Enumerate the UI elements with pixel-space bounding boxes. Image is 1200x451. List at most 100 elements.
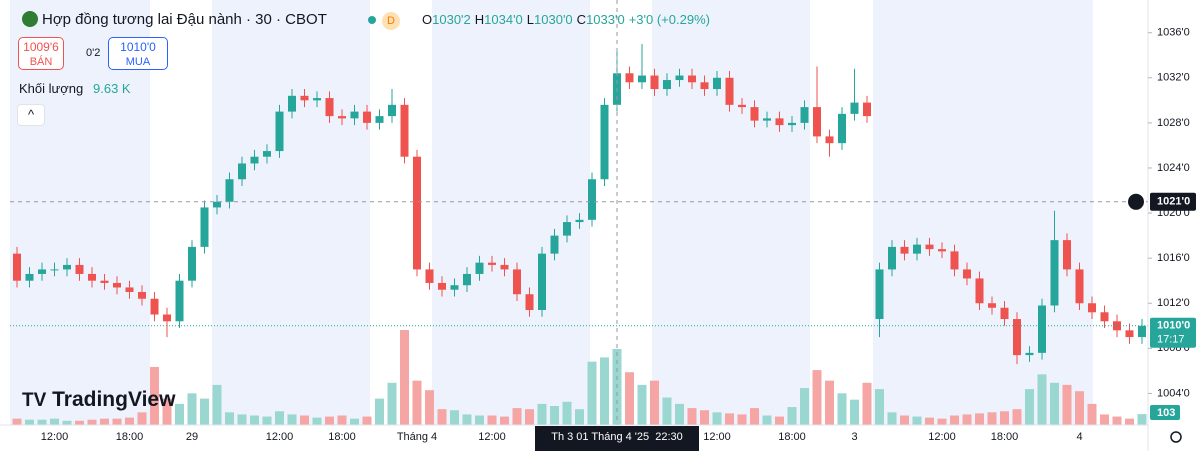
candle-body [825,136,834,144]
candle-body [413,156,421,270]
y-tick-label: 1016'0 [1157,252,1190,264]
volume-bar [1125,418,1134,425]
ohlc-key: H [474,12,485,27]
volume-bar [125,417,134,425]
volume-bar [1137,414,1147,425]
volume-bar [650,380,659,425]
volume-bar [375,398,384,425]
volume-bar [1025,389,1034,425]
volume-bar [87,419,97,425]
volume-bar [825,380,834,425]
volume-bar [487,415,497,425]
candle-body [913,244,921,254]
volume-bar [62,420,72,425]
candle-body [688,75,696,83]
crosshair-time-tag [535,426,699,451]
ohlc-key: C [576,12,587,27]
volume-bar [987,412,997,425]
candle-body [575,219,584,223]
volume-bar [512,408,522,425]
spread: 0'2 [86,47,101,59]
settings-icon[interactable] [1170,431,1182,443]
volume-bar [1087,403,1097,425]
candle-body [1025,352,1034,356]
logo: TV TradingView [22,388,176,411]
candle-body [263,151,271,157]
candle-body [200,207,209,247]
ohlc-change: +3'0 (+0.29%) [628,12,710,27]
interval-badge: D [382,12,400,30]
collapse-button[interactable]: ^ [17,104,45,126]
volume-bar [1100,414,1109,425]
sell-button[interactable]: 1009'6 BÁN [18,37,64,70]
volume-value: 9.63 K [93,81,131,96]
volume-bar [225,412,234,425]
candle-body [450,285,459,290]
volume-bar [537,403,547,425]
x-tick-label: Tháng 4 [397,431,437,443]
candle-body [288,95,296,112]
candle-body [38,269,46,274]
volume-bar [937,418,947,425]
volume-bar [400,330,409,425]
candle-body [988,303,996,308]
volume-bar [362,416,372,425]
candle-body [338,116,346,119]
symbol-title: Hợp đồng tương lai Đậu nành · 30 · CBOT [42,11,327,28]
candle-body [375,116,384,123]
volume-bar [1075,391,1084,425]
candle-body [638,75,646,83]
candle-body [50,269,59,271]
candle-body [1063,240,1071,270]
volume-bar [975,413,984,425]
volume-bar [662,397,672,425]
volume-bar [12,418,22,425]
candle-body [600,104,609,180]
volume-bar [1012,409,1022,425]
candle-body [1050,240,1059,306]
ohlc-value: 1034'0 [484,12,523,27]
candle-body [13,253,21,281]
volume-bar [462,414,472,425]
candle-body [138,291,146,299]
candle-body [663,80,671,90]
candle-body [1138,325,1146,338]
volume-bar [150,366,159,425]
axes: 1004'01008'01012'01016'01020'01024'01028… [41,27,1196,451]
volume-bar [387,382,397,425]
candle-body [563,222,571,236]
candle-body [863,102,871,117]
volume-bar [500,416,509,425]
volume-bar [800,388,809,425]
candle-body [900,246,909,254]
buy-price: 1010'0 [120,40,156,54]
candle-body [725,77,734,105]
volume-tag-label: 103 [1157,407,1175,419]
candle-body [163,314,171,322]
y-tick-label: 1028'0 [1157,117,1190,129]
volume-bar [1000,411,1009,425]
volume-bar [237,414,247,425]
volume-bar [300,415,309,425]
candle-body [525,294,534,311]
candle-body [225,179,234,202]
buy-label: MUA [125,56,151,68]
volume-bar [587,361,597,425]
volume-bar [962,414,972,425]
volume-bar [187,393,197,425]
x-tick-label: 12:00 [41,431,69,443]
candle-body [513,269,521,295]
candle-body [838,113,846,144]
candle-body [125,287,134,292]
volume-bar [175,403,184,425]
candle-body [938,249,946,252]
buy-button[interactable]: 1010'0 MUA [108,37,168,70]
candle-body [313,98,321,101]
candle-body [25,273,34,281]
candle-body [1088,303,1096,313]
candle-body [700,82,709,90]
candle-body [875,269,884,320]
volume-bar [437,409,447,425]
candle-body [1038,305,1046,353]
volume-bar [1062,384,1072,425]
